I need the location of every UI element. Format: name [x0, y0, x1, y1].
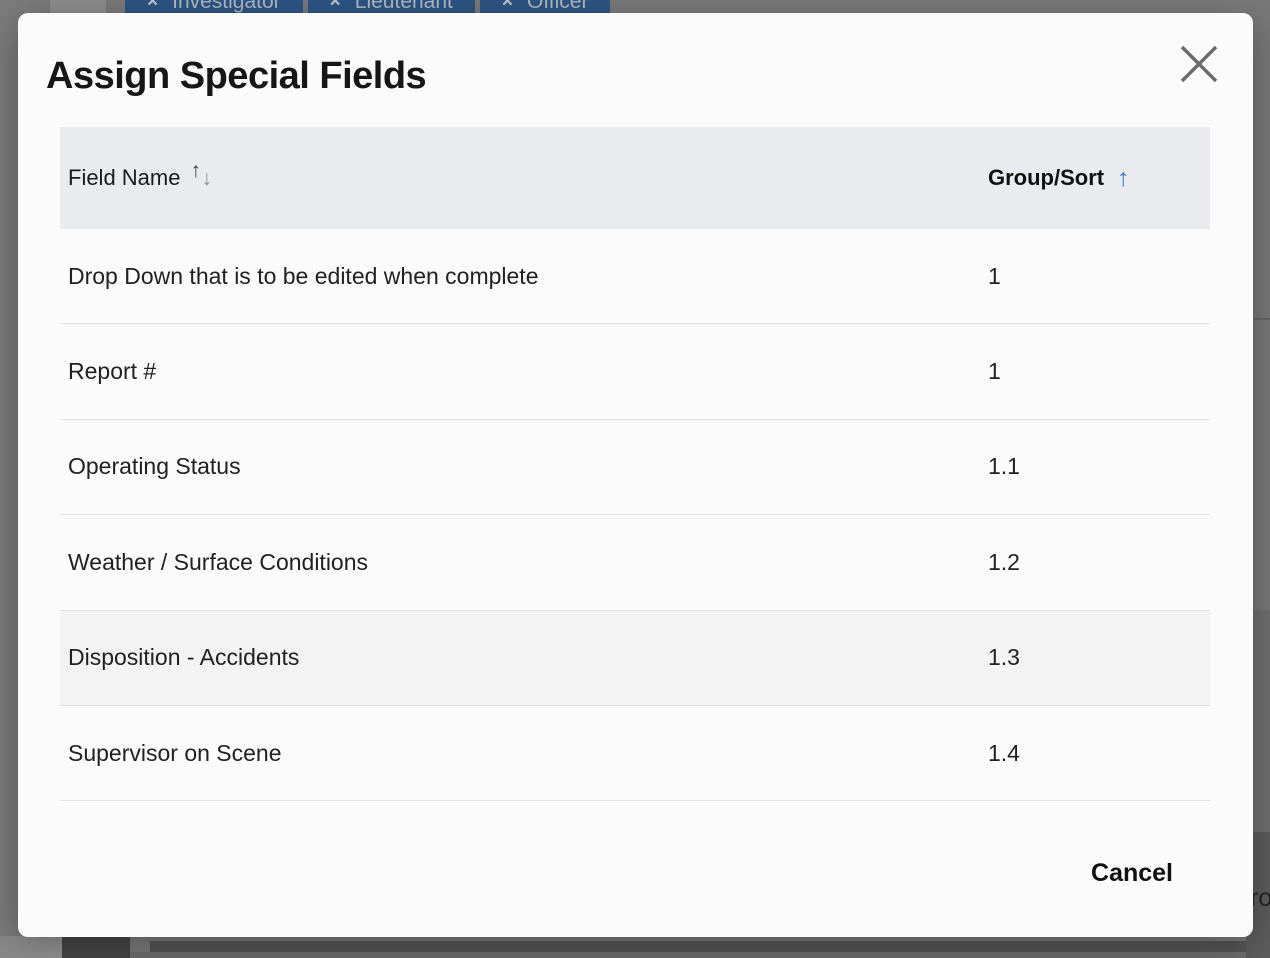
background-element: [50, 0, 106, 13]
chip-remove-icon: ×: [147, 0, 159, 12]
background-element: [150, 941, 1246, 952]
group-sort-cell: 1.2: [988, 548, 1020, 575]
role-chip: × Lieutenant: [307, 0, 475, 13]
group-sort-cell: 1: [988, 262, 1001, 289]
group-sort-cell: 1.3: [988, 644, 1020, 671]
field-name-cell: Report #: [68, 358, 157, 385]
table-row[interactable]: Operating Status 1.1: [60, 420, 1210, 516]
divider: [1246, 318, 1270, 320]
close-icon: [1177, 42, 1221, 89]
partial-background-text: ro: [1250, 884, 1270, 912]
table-row[interactable]: Weather / Surface Conditions 1.2: [60, 515, 1210, 611]
background-element: [0, 936, 62, 958]
chip-label: Investigator: [172, 0, 281, 13]
role-chip: × Officer: [479, 0, 611, 13]
table-row[interactable]: Report # 1: [60, 324, 1210, 420]
field-name-cell: Operating Status: [68, 453, 241, 480]
cancel-button[interactable]: Cancel: [1091, 859, 1173, 887]
table-row[interactable]: Supervisor on Scene 1.4: [60, 706, 1210, 802]
column-header-label: Group/Sort: [988, 165, 1105, 190]
table-header-row: Field Name ↑ ↓ Group/Sort ↑: [60, 127, 1210, 229]
group-sort-cell: 1.1: [988, 453, 1020, 480]
background-element: [130, 952, 1270, 958]
special-fields-table: Field Name ↑ ↓ Group/Sort ↑ Drop Down th…: [60, 127, 1210, 802]
role-chip: × Investigator: [125, 0, 303, 13]
background-top-strip: × Investigator × Lieutenant × Officer: [0, 0, 1270, 13]
background-element: [62, 936, 130, 958]
group-sort-cell: 1.4: [988, 739, 1020, 766]
chip-remove-icon: ×: [329, 0, 341, 12]
field-name-cell: Disposition - Accidents: [68, 644, 300, 671]
column-header-group-sort[interactable]: Group/Sort ↑: [988, 165, 1130, 191]
chip-label: Lieutenant: [354, 0, 453, 13]
assign-special-fields-modal: Assign Special Fields Field Name ↑ ↓: [18, 13, 1253, 937]
modal-title: Assign Special Fields: [46, 55, 427, 97]
sort-ascending-icon: ↑: [1117, 163, 1130, 192]
table-row[interactable]: Disposition - Accidents 1.3: [60, 610, 1210, 706]
close-button[interactable]: [1173, 39, 1225, 91]
chip-label: Officer: [526, 0, 589, 13]
field-name-cell: Weather / Surface Conditions: [68, 548, 369, 575]
field-name-cell: Drop Down that is to be edited when comp…: [68, 262, 539, 289]
group-sort-cell: 1: [988, 358, 1001, 385]
table-body: Drop Down that is to be edited when comp…: [60, 229, 1210, 802]
column-header-label: Field Name: [68, 165, 181, 190]
chip-remove-icon: ×: [501, 0, 513, 12]
field-name-cell: Supervisor on Scene: [68, 739, 282, 766]
sort-updown-icon: ↑ ↓: [190, 159, 212, 190]
role-chip-list: × Investigator × Lieutenant × Officer: [125, 0, 611, 13]
table-row[interactable]: Drop Down that is to be edited when comp…: [60, 229, 1210, 325]
column-header-field-name[interactable]: Field Name ↑ ↓: [60, 159, 216, 193]
